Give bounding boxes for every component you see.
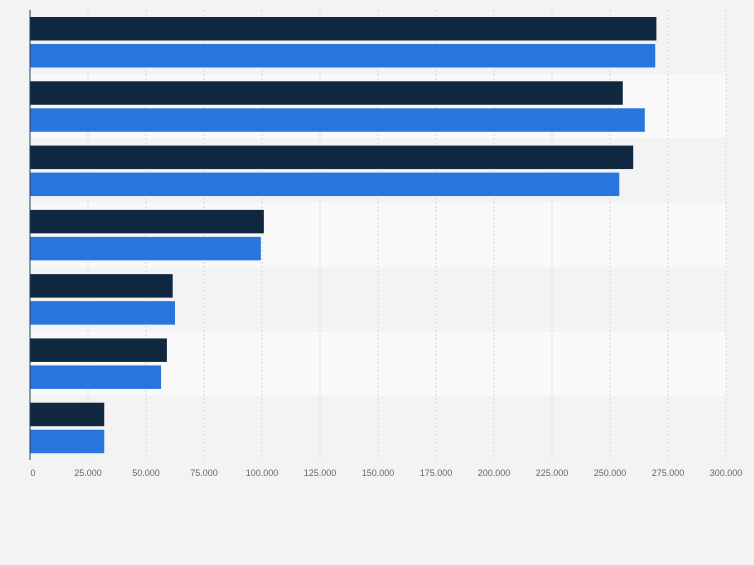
bar-series1-category-5[interactable] <box>30 338 167 362</box>
bar-series2-category-6[interactable] <box>30 429 105 454</box>
bar-series1-category-2[interactable] <box>30 145 634 170</box>
x-tick-label: 50.000 <box>132 468 160 478</box>
bar-series1-category-1[interactable] <box>30 81 623 105</box>
x-tick-label: 300.000 <box>710 468 743 478</box>
x-tick-label: 25.000 <box>74 468 102 478</box>
bar-series2-category-5[interactable] <box>30 365 162 389</box>
bars <box>30 17 657 454</box>
x-tick-labels: 0 25.000 50.000 75.000 100.000 125.000 150.000… <box>30 468 742 478</box>
x-tick-label: 275.000 <box>652 468 685 478</box>
x-tick-label: 75.000 <box>190 468 218 478</box>
x-tick-label: 175.000 <box>420 468 453 478</box>
bar-series1-category-0[interactable] <box>30 17 657 41</box>
bar-series2-category-1[interactable] <box>30 108 645 132</box>
x-tick-label: 250.000 <box>594 468 627 478</box>
bar-series2-category-0[interactable] <box>30 44 656 68</box>
x-tick-label: 100.000 <box>246 468 279 478</box>
bar-series2-category-4[interactable] <box>30 301 175 325</box>
x-tick-label: 0 <box>30 468 35 478</box>
x-tick-label: 125.000 <box>304 468 337 478</box>
x-tick-label: 225.000 <box>536 468 569 478</box>
bar-series2-category-3[interactable] <box>30 236 261 261</box>
x-tick-label: 200.000 <box>478 468 511 478</box>
bar-series1-category-4[interactable] <box>30 274 173 298</box>
gridlines <box>87 10 727 460</box>
bar-series1-category-6[interactable] <box>30 402 105 427</box>
bar-series1-category-3[interactable] <box>30 209 264 234</box>
x-tick-label: 150.000 <box>362 468 395 478</box>
bar-series2-category-2[interactable] <box>30 172 620 197</box>
